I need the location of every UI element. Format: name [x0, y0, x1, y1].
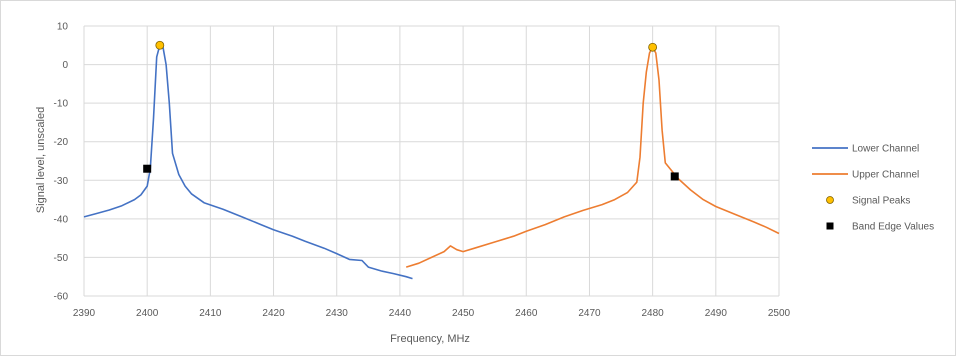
legend: Lower Channel Upper Channel Signal Peaks Ba… — [812, 144, 934, 233]
y-tick-labels: 10 0 -10 -20 -30 -40 -50 -60 — [54, 22, 69, 303]
y-tick-label: -20 — [54, 137, 69, 148]
legend-label: Upper Channel — [852, 170, 919, 181]
x-tick-label: 2410 — [199, 308, 222, 319]
y-tick-label: 10 — [57, 22, 69, 33]
x-tick-label: 2490 — [705, 308, 728, 319]
grid — [83, 25, 780, 297]
x-tick-labels: 2390 2400 2410 2420 2430 2440 2450 2460 2470 2480… — [73, 308, 791, 319]
x-axis-title: Frequency, MHz — [390, 333, 470, 345]
x-tick-label: 2460 — [515, 308, 538, 319]
legend-entry-band-edge-values: Band Edge Values — [826, 222, 934, 233]
y-tick-label: -30 — [54, 176, 69, 187]
x-tick-label: 2390 — [73, 308, 96, 319]
y-tick-label: -40 — [54, 214, 69, 225]
point-band-edge-values — [143, 164, 152, 173]
y-tick-label: -50 — [54, 253, 69, 264]
legend-swatch — [826, 222, 834, 230]
marker-layer — [143, 40, 679, 181]
x-tick-label: 2430 — [326, 308, 349, 319]
x-tick-label: 2470 — [578, 308, 601, 319]
x-tick-label: 2480 — [642, 308, 665, 319]
legend-label: Lower Channel — [852, 144, 919, 155]
y-tick-label: -60 — [54, 292, 69, 303]
legend-label: Band Edge Values — [852, 222, 934, 233]
point-signal-peaks — [155, 40, 165, 50]
point-signal-peaks — [648, 42, 658, 52]
series-line-upper-channel — [405, 46, 780, 268]
x-tick-label: 2440 — [389, 308, 412, 319]
x-tick-label: 2500 — [768, 308, 791, 319]
y-tick-label: -10 — [54, 99, 69, 110]
legend-label: Signal Peaks — [852, 196, 910, 207]
y-axis-title: Signal level, unscaled — [35, 107, 47, 213]
legend-entry-upper-channel: Upper Channel — [812, 170, 919, 181]
series-layer — [83, 44, 780, 280]
y-tick-label: 0 — [62, 60, 68, 71]
x-tick-label: 2420 — [262, 308, 285, 319]
legend-entry-signal-peaks: Signal Peaks — [826, 196, 910, 207]
legend-swatch — [826, 196, 834, 204]
x-tick-label: 2450 — [452, 308, 475, 319]
legend-entry-lower-channel: Lower Channel — [812, 144, 919, 155]
point-band-edge-values — [670, 172, 679, 181]
x-tick-label: 2400 — [136, 308, 159, 319]
series-line-lower-channel — [83, 44, 413, 280]
